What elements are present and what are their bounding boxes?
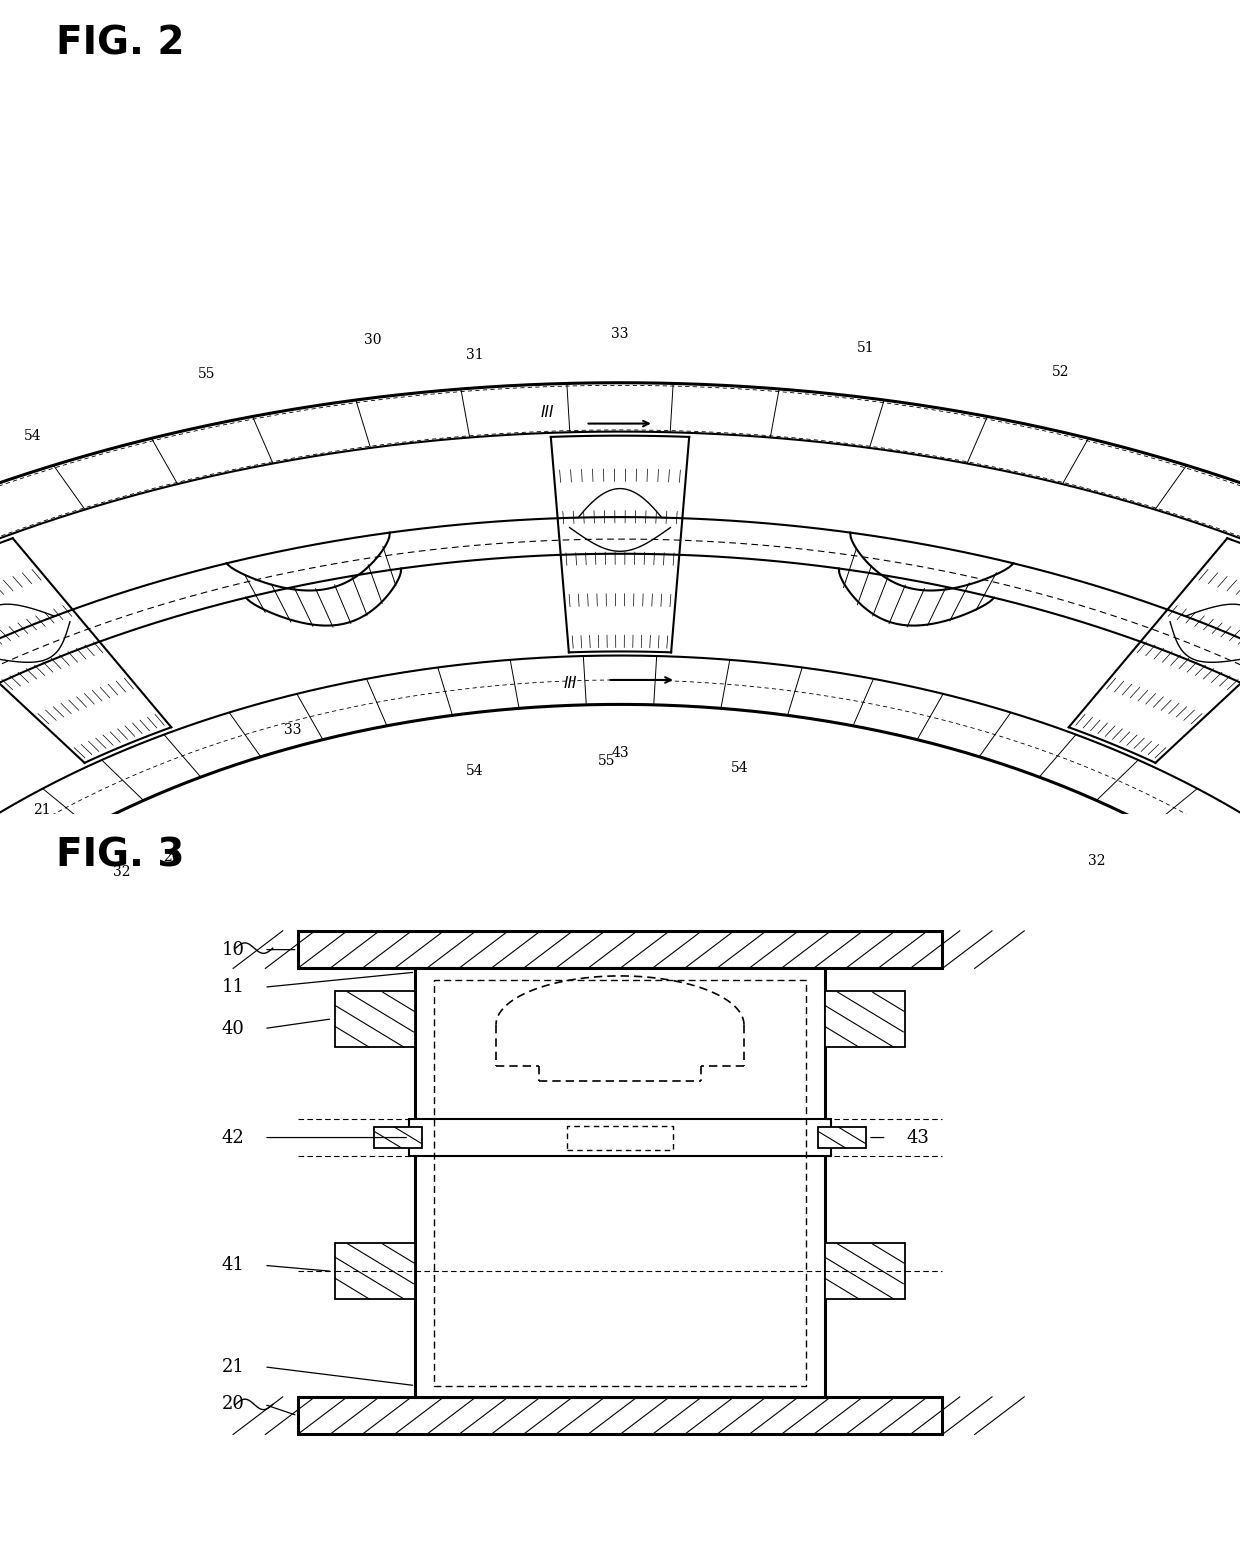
Text: 21: 21	[222, 1358, 244, 1377]
FancyBboxPatch shape	[298, 1397, 942, 1434]
FancyBboxPatch shape	[825, 991, 905, 1048]
FancyBboxPatch shape	[298, 930, 942, 968]
Text: III: III	[563, 677, 577, 691]
Text: 54: 54	[25, 429, 42, 443]
FancyBboxPatch shape	[335, 991, 415, 1048]
Text: 33: 33	[611, 327, 629, 341]
Text: 32: 32	[113, 866, 130, 880]
Text: 52: 52	[1052, 365, 1069, 379]
Text: 40: 40	[222, 1019, 244, 1038]
FancyBboxPatch shape	[335, 1243, 415, 1300]
FancyBboxPatch shape	[818, 1128, 866, 1148]
FancyBboxPatch shape	[415, 968, 825, 1397]
Text: 43: 43	[611, 747, 629, 760]
FancyBboxPatch shape	[825, 1243, 905, 1300]
Text: 32: 32	[1089, 853, 1106, 868]
Text: 54: 54	[466, 764, 484, 778]
Text: 20: 20	[222, 1395, 244, 1414]
Text: 20: 20	[162, 850, 181, 864]
FancyBboxPatch shape	[374, 1128, 422, 1148]
FancyBboxPatch shape	[409, 1118, 831, 1156]
Text: 54: 54	[730, 761, 748, 775]
Text: 11: 11	[222, 979, 244, 996]
Text: 55: 55	[198, 368, 216, 382]
Text: FIG. 2: FIG. 2	[56, 25, 185, 63]
Text: 31: 31	[466, 348, 484, 362]
Text: 43: 43	[906, 1129, 929, 1146]
Text: FIG. 3: FIG. 3	[56, 836, 185, 875]
Text: 55: 55	[598, 755, 615, 769]
Text: 21: 21	[33, 803, 51, 817]
Text: 33: 33	[284, 723, 301, 738]
Text: 42: 42	[222, 1129, 244, 1146]
Text: 41: 41	[222, 1256, 244, 1275]
Text: III: III	[541, 404, 554, 420]
Text: 51: 51	[857, 341, 874, 355]
Text: 30: 30	[363, 334, 381, 348]
Text: 10: 10	[222, 941, 244, 958]
